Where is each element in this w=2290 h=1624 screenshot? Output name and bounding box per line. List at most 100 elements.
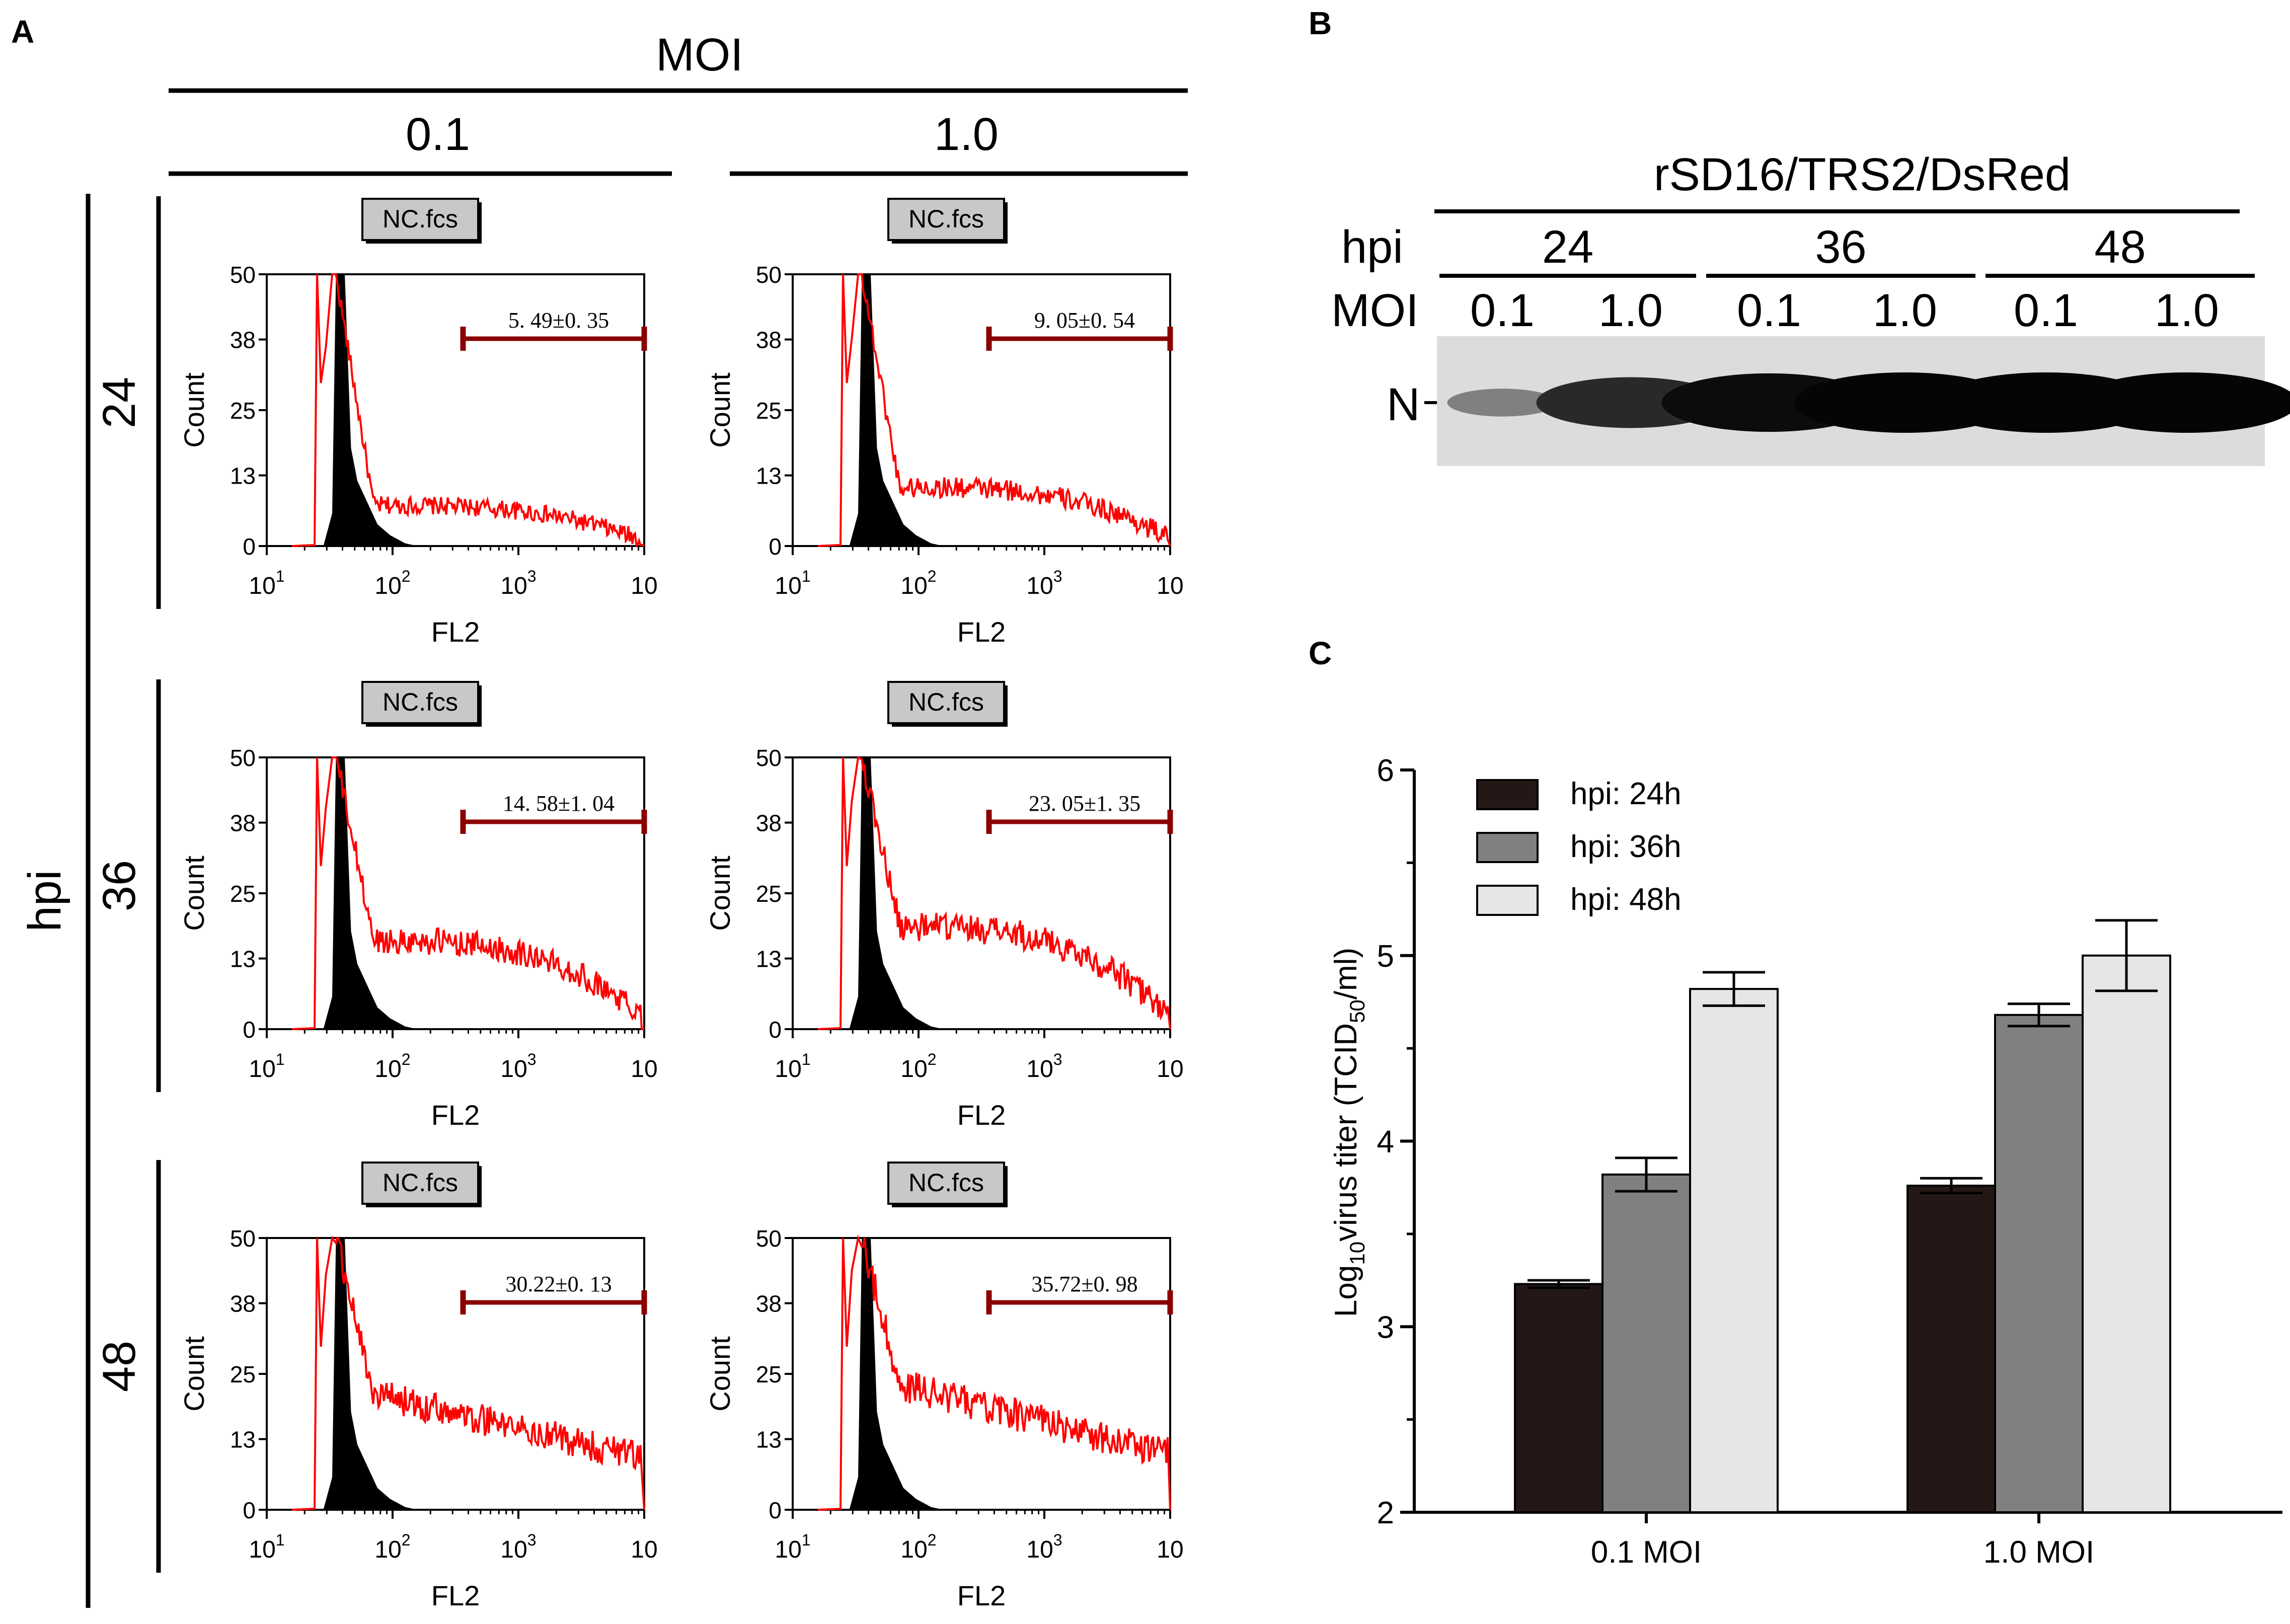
band-label: N [1387,379,1420,430]
gate-percentage: 30.22±0. 13 [505,1272,612,1296]
y-tick-label: 25 [756,398,782,424]
y-axis-title: Count [704,856,736,931]
moi-column-label-2: 1.0 [934,109,999,160]
sample-histogram [291,756,645,1030]
blot-moi-lane: 1.0 [1598,285,1663,336]
y-tick-label: 25 [756,881,782,907]
blot-moi-lane: 1.0 [2155,285,2219,336]
negative-control-histogram [323,1238,418,1510]
bar-chart-y-tick-label: 3 [1377,1310,1394,1345]
x-tick-label: 10 [631,1056,657,1082]
x-tick-base: 10 [775,573,801,599]
x-tick-base: 10 [631,1056,657,1082]
bar [1601,1173,1691,1513]
panel-label-b: B [1309,5,1332,41]
y-tick-label: 13 [230,946,256,972]
gate-tag [361,681,479,724]
x-tick-exponent: 3 [1053,1531,1062,1549]
y-tick-label: 0 [243,533,256,560]
x-tick-label: 10 [631,573,657,599]
y-tick-label: 50 [756,1225,782,1252]
x-axis-title: FL2 [957,616,1006,648]
blot-hpi-group: 24 [1542,221,1593,273]
x-tick-label: 101 [249,567,284,599]
x-tick-label: 102 [374,1531,410,1563]
x-tick-base: 10 [249,573,275,599]
negative-control-histogram [323,757,418,1029]
x-tick-exponent: 2 [928,1050,937,1068]
legend-swatch [1476,885,1539,916]
x-tick-label: 102 [374,1050,410,1082]
y-tick-label: 0 [769,533,782,560]
y-tick-label: 13 [756,1427,782,1453]
x-tick-base: 10 [1026,1056,1053,1082]
negative-control-histogram [849,274,944,546]
bar-chart-y-tick-label: 4 [1377,1125,1394,1159]
moi-header: MOI [656,29,743,81]
hpi-row-label: 48 [94,1341,145,1392]
x-tick-label: 103 [1026,1531,1062,1563]
bar-chart-category-label: 0.1 MOI [1591,1535,1702,1570]
blot-title: rSD16/TRS2/DsRed [1654,149,2071,200]
bar-chart-category-label: 1.0 MOI [1983,1535,2095,1570]
legend-swatch [1476,832,1539,863]
blot-hpi-group: 48 [2094,221,2146,273]
y-tick-label: 25 [230,1361,256,1387]
x-tick-base: 10 [775,1056,801,1082]
legend-swatch [1476,779,1539,810]
bar-chart-y-tick-label: 6 [1377,753,1394,788]
x-tick-base: 10 [775,1536,801,1563]
x-tick-label: 101 [249,1531,284,1563]
legend-label: hpi: 24h [1570,777,1682,811]
negative-control-histogram [849,1238,944,1510]
x-tick-base: 10 [900,1056,927,1082]
gate-tag [887,1162,1005,1205]
y-tick-label: 0 [769,1017,782,1043]
legend-label: hpi: 36h [1570,829,1682,864]
blot-moi-lane: 1.0 [1873,285,1937,336]
sample-histogram [291,1235,645,1511]
y-tick-label: 50 [230,1225,256,1252]
x-tick-base: 10 [900,573,927,599]
bar [2082,954,2171,1513]
x-tick-base: 10 [1157,1536,1183,1563]
moi-column-label-1: 0.1 [406,109,470,160]
y-axis-title: Count [178,856,210,931]
y-title-main: virus titer (TCID [1329,1023,1363,1242]
y-tick-label: 50 [230,262,256,288]
y-tick-label: 38 [756,1291,782,1317]
x-tick-exponent: 2 [928,567,937,585]
x-tick-base: 10 [900,1536,927,1563]
y-axis-title: Count [704,1336,736,1412]
blot-hpi-label: hpi [1341,221,1403,273]
panel-label-c: C [1309,635,1332,671]
x-tick-exponent: 3 [527,1531,537,1549]
x-tick-label: 103 [1026,1050,1062,1082]
sample-histogram [291,273,645,548]
x-tick-label: 101 [775,567,810,599]
x-tick-label: 10 [1157,1056,1183,1082]
x-tick-exponent: 1 [802,1050,811,1068]
gate-percentage: 14. 58±1. 04 [503,791,615,816]
y-tick-label: 50 [756,745,782,771]
x-tick-exponent: 1 [276,1531,285,1549]
x-tick-base: 10 [631,573,657,599]
x-tick-label: 102 [900,567,936,599]
gate-tag-label: NC.fcs [383,688,458,716]
western-blot-panel: rSD16/TRS2/DsRed hpi MOI N 24 36 48 0.1 1.0 0… [1331,149,2290,466]
gate-tag [361,198,479,241]
sample-histogram [817,273,1171,547]
y-tick-label: 38 [756,327,782,353]
x-axis-title: FL2 [431,1099,480,1131]
x-tick-label: 10 [1157,1536,1183,1563]
gate-tag-label: NC.fcs [383,1169,458,1197]
y-title-unit: /ml) [1329,948,1363,999]
protein-band [2076,372,2290,433]
y-tick-label: 38 [230,810,256,836]
